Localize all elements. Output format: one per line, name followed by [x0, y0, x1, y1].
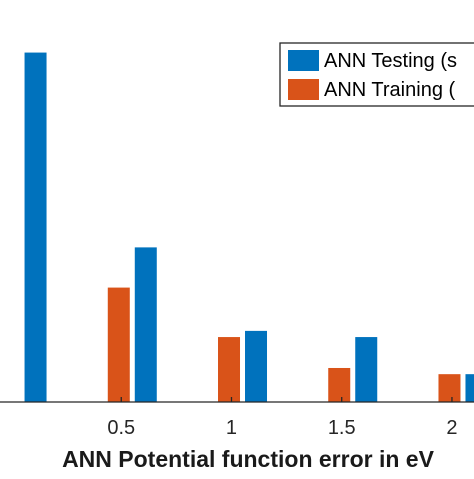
x-tick-label-2: 1.5 — [328, 417, 356, 439]
bars-layer — [24, 52, 474, 403]
bar-training-4 — [438, 374, 461, 402]
legend-label-0: ANN Testing (s — [324, 50, 457, 72]
legend-swatch-0 — [288, 50, 319, 71]
bar-training-2 — [218, 337, 241, 402]
bar-testing-1 — [134, 247, 157, 402]
bar-testing-2 — [245, 330, 268, 402]
legend: ANN Testing (s ANN Training ( — [279, 42, 474, 107]
x-tick-label-3: 2 — [446, 417, 457, 439]
x-tick-label-1: 1 — [226, 417, 237, 439]
legend-swatch-1 — [288, 79, 319, 100]
x-ticks-layer: 0.5 1 1.5 2 — [107, 397, 458, 439]
bar-testing-0 — [24, 52, 47, 403]
bar-testing-3 — [355, 337, 378, 402]
bar-training-1 — [107, 287, 130, 402]
bar-testing-4 — [465, 374, 474, 402]
x-tick-label-0: 0.5 — [107, 417, 135, 439]
x-axis-label: ANN Potential function error in eV — [62, 446, 435, 472]
bar-training-3 — [328, 367, 351, 402]
legend-label-1: ANN Training ( — [324, 79, 455, 101]
